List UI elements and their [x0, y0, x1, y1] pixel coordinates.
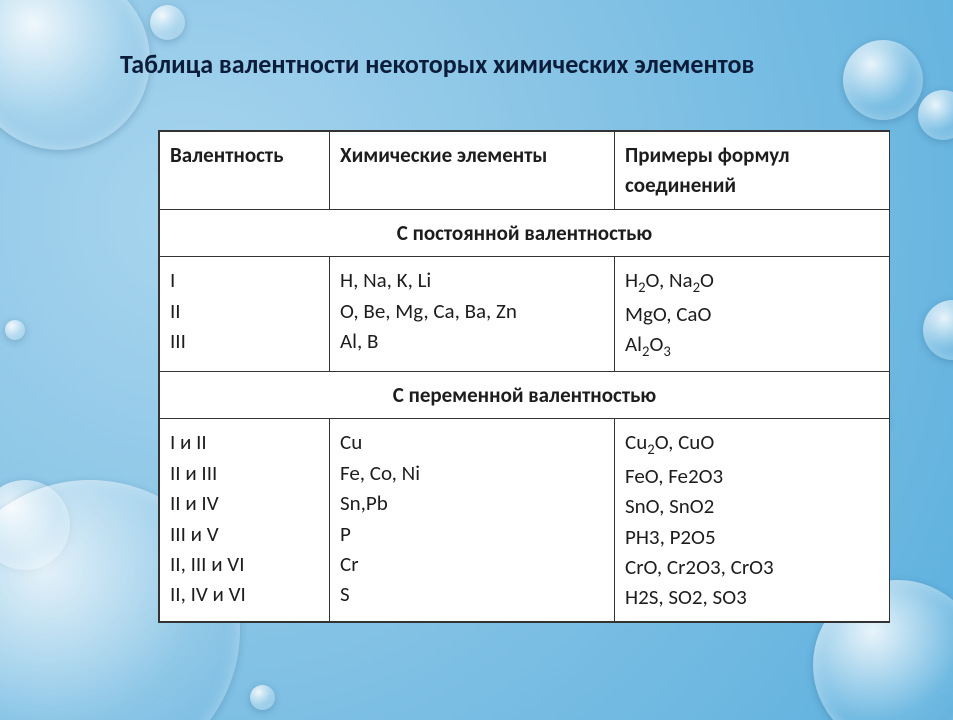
table-row: I II III H, Na, K, Li O, Be, Mg, Ca, Ba,…: [160, 257, 890, 371]
col-valence-header: Валентность: [160, 132, 330, 210]
examples-cell: H2O, Na2OMgO, CaOAl2O3: [615, 257, 890, 371]
valence-cell: I II III: [160, 257, 330, 371]
section-heading: С переменной валентностью: [160, 371, 890, 418]
valence-table: Валентность Химические элементы Примеры …: [158, 130, 890, 623]
bubble-decoration: [5, 320, 25, 340]
elements-cell: Cu Fe, Co, Ni Sn,Pb P Cr S: [330, 419, 615, 622]
examples-cell: Cu2O, CuOFeO, Fe2O3SnO, SnO2PH3, P2O5CrO…: [615, 419, 890, 622]
col-elements-header: Химические элементы: [330, 132, 615, 210]
section-row-variable: С переменной валентностью: [160, 371, 890, 418]
table-row: I и II II и III II и IV III и V II, III …: [160, 419, 890, 622]
elements-cell: H, Na, K, Li O, Be, Mg, Ca, Ba, Zn Al, B: [330, 257, 615, 371]
slide: Таблица валентности некоторых химических…: [0, 0, 953, 720]
table-header-row: Валентность Химические элементы Примеры …: [160, 132, 890, 210]
col-examples-header: Примеры формул соединений: [615, 132, 890, 210]
bubble-decoration: [150, 5, 185, 40]
bubble-decoration: [918, 90, 953, 140]
bubble-decoration: [250, 685, 275, 710]
bubble-decoration: [923, 300, 953, 360]
valence-cell: I и II II и III II и IV III и V II, III …: [160, 419, 330, 622]
section-row-constant: С постоянной валентностью: [160, 209, 890, 256]
slide-title: Таблица валентности некоторых химических…: [120, 48, 913, 80]
section-heading: С постоянной валентностью: [160, 209, 890, 256]
